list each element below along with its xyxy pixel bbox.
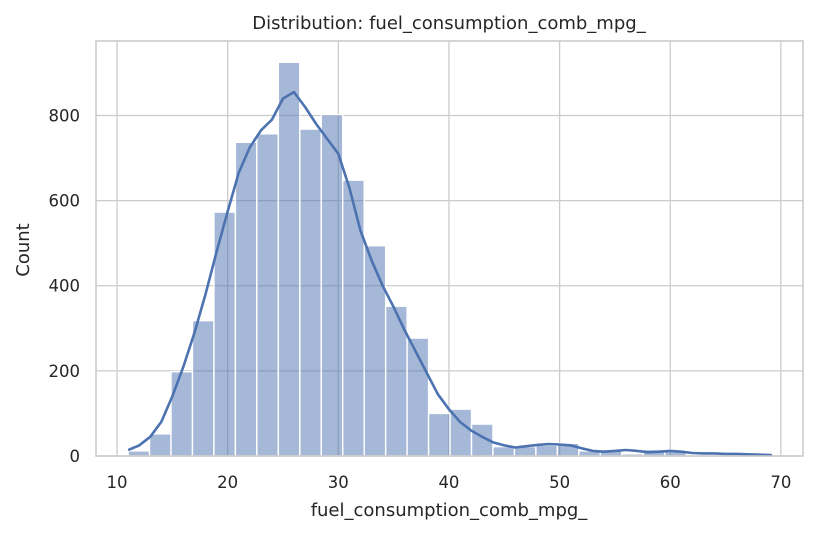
x-tick-labels: 10 20 30 40 50 60 70 [107, 473, 792, 492]
y-tick-label: 600 [49, 192, 81, 211]
histogram-bar [342, 179, 365, 457]
histogram-bar [535, 444, 559, 457]
x-axis-label: fuel_consumption_comb_mpg_ [311, 500, 589, 521]
histogram-bar [449, 408, 473, 457]
grid-lines [96, 41, 803, 457]
x-tick-label: 10 [107, 473, 128, 492]
x-tick-label: 30 [328, 473, 349, 492]
x-tick-label: 20 [217, 473, 238, 492]
y-tick-labels: 0 200 400 600 800 [49, 106, 81, 466]
histogram-bar [427, 412, 451, 457]
y-tick-label: 0 [70, 447, 81, 466]
histogram-bar [320, 113, 344, 457]
histogram-bar [363, 245, 387, 457]
histogram-bar [277, 61, 301, 457]
histogram-bar [256, 133, 280, 457]
plot-frame [95, 40, 804, 457]
x-tick-label: 60 [660, 473, 681, 492]
y-tick-label: 200 [49, 362, 81, 381]
kde-curve [127, 90, 773, 457]
x-tick-label: 50 [549, 473, 570, 492]
chart-title: Distribution: fuel_consumption_comb_mpg_ [252, 13, 646, 34]
y-tick-label: 400 [49, 277, 81, 296]
histogram-bar [234, 141, 258, 457]
x-tick-label: 70 [770, 473, 791, 492]
histogram-bar [148, 433, 172, 457]
histogram-bars [127, 61, 752, 457]
histogram-bar [191, 319, 215, 457]
y-tick-label: 800 [49, 106, 81, 125]
y-axis-label: Count [13, 223, 34, 276]
histogram-bar [170, 371, 194, 457]
histogram-bar [299, 128, 322, 457]
x-tick-label: 40 [438, 473, 459, 492]
